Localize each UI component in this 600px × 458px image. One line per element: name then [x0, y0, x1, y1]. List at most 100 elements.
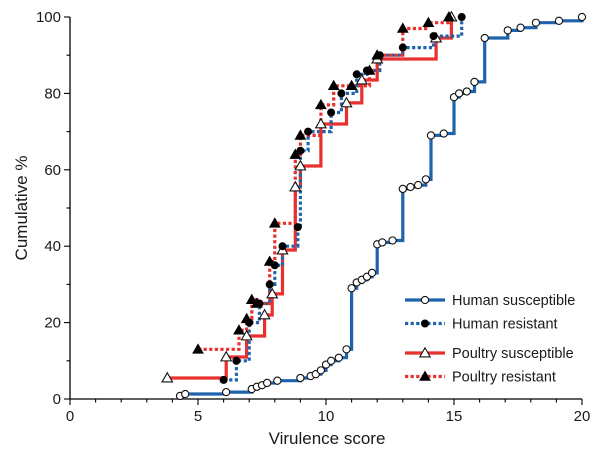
data-point [294, 129, 307, 140]
data-point [398, 184, 407, 194]
series-layer [161, 10, 587, 401]
x-tick-label: 5 [194, 408, 202, 425]
data-point [296, 146, 305, 155]
data-point [363, 64, 376, 75]
data-point [304, 127, 313, 136]
data-point [398, 43, 407, 52]
data-point [293, 223, 302, 232]
data-point [278, 242, 287, 251]
data-point [503, 26, 512, 35]
series-markers-human-resistant [219, 12, 466, 384]
axes-layer: 0 5 10 15 20 0 20 40 60 80 100 [36, 9, 590, 425]
data-point [314, 117, 328, 129]
data-point [289, 148, 302, 159]
series-line [223, 17, 464, 382]
legend-swatch-marker [419, 370, 431, 381]
data-point [258, 308, 271, 320]
x-tick-label: 10 [318, 408, 335, 425]
series-line [198, 17, 451, 351]
data-point [337, 89, 346, 98]
series-poultry-resistant [198, 17, 451, 351]
data-point [245, 293, 258, 304]
data-point [240, 312, 253, 324]
data-point [439, 129, 448, 138]
data-point [327, 108, 336, 117]
data-point [531, 18, 541, 27]
data-point [220, 350, 233, 362]
legend-label: Human resistant [452, 317, 558, 333]
data-point [232, 356, 241, 365]
data-point [378, 238, 387, 247]
data-point [240, 329, 253, 341]
data-point [263, 255, 276, 266]
data-point [470, 77, 479, 87]
data-point [296, 373, 305, 383]
y-tick-label: 60 [44, 162, 61, 179]
data-point [250, 297, 263, 308]
series-line [167, 17, 453, 380]
data-point [422, 16, 435, 28]
data-point [457, 12, 466, 21]
data-point [326, 356, 336, 365]
legend-swatch-marker [420, 319, 429, 328]
data-point [340, 96, 353, 108]
data-point [181, 389, 190, 399]
data-point [314, 98, 327, 110]
series-poultry-susceptible [167, 17, 453, 380]
data-point [316, 366, 326, 375]
x-tick-label: 20 [574, 408, 591, 425]
legend-item: Human susceptible [405, 293, 575, 309]
legend-label: Poultry susceptible [452, 346, 574, 362]
x-tick-label: 15 [446, 408, 463, 425]
legend: Human susceptible Human resistant Poultry … [405, 293, 575, 386]
data-point [345, 79, 358, 91]
data-point [266, 287, 279, 299]
data-point [421, 175, 430, 184]
data-point [414, 180, 423, 190]
data-point [371, 49, 384, 60]
data-point [294, 159, 307, 171]
data-point [273, 376, 282, 385]
y-axis-title: Cumulative % [12, 156, 31, 261]
data-point [192, 343, 204, 354]
data-point [265, 280, 274, 289]
legend-item: Poultry resistant [405, 370, 556, 386]
series-markers-human-susceptible [175, 12, 587, 401]
legend-item: Poultry susceptible [405, 346, 574, 362]
data-point [161, 371, 174, 383]
x-tick-label: 0 [66, 408, 74, 425]
y-tick-label: 20 [44, 315, 61, 332]
data-point [554, 16, 564, 25]
legend-swatch-marker [420, 295, 430, 305]
data-point [388, 236, 397, 245]
y-tick-label: 0 [53, 391, 61, 408]
data-point [268, 217, 281, 228]
legend-item: Human resistant [405, 317, 558, 333]
series-markers-poultry-resistant [192, 10, 455, 354]
legend-swatch-marker [418, 346, 432, 358]
data-point [429, 32, 438, 41]
data-point [289, 180, 302, 192]
data-point [327, 79, 340, 91]
y-tick-label: 40 [44, 238, 61, 255]
data-point [396, 22, 409, 33]
data-point [355, 73, 368, 85]
data-point [442, 10, 455, 22]
y-tick-label: 80 [44, 85, 61, 102]
data-point [334, 353, 343, 362]
data-point [480, 33, 489, 43]
legend-label: Poultry resistant [452, 370, 556, 386]
data-point [462, 87, 471, 96]
data-point [219, 375, 228, 384]
data-point [262, 378, 272, 388]
data-point [352, 70, 361, 79]
data-point [222, 387, 231, 397]
data-point [454, 89, 464, 98]
data-point [233, 324, 245, 335]
data-point [342, 345, 351, 354]
data-point [347, 284, 356, 293]
data-point [577, 12, 587, 22]
data-point [406, 182, 415, 192]
